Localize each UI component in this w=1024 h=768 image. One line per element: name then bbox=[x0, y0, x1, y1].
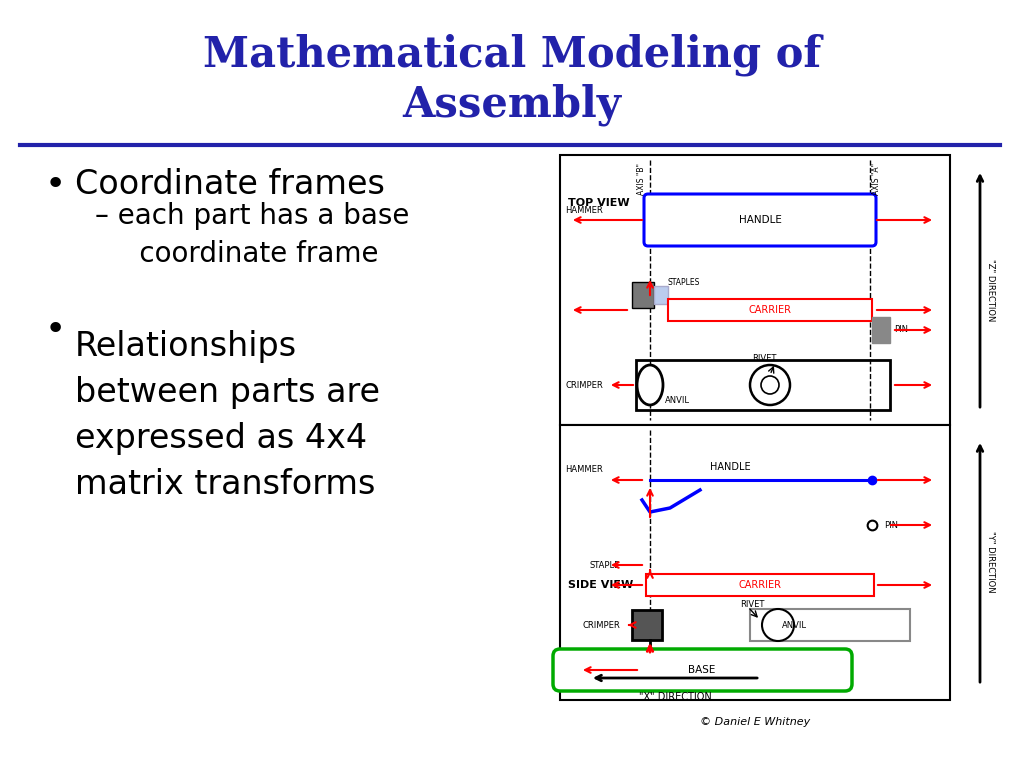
Text: PIN: PIN bbox=[894, 326, 908, 335]
Text: AXIS "B": AXIS "B" bbox=[637, 163, 646, 195]
Bar bbox=[636, 360, 890, 410]
Text: Coordinate frames: Coordinate frames bbox=[75, 168, 385, 201]
Text: SIDE VIEW: SIDE VIEW bbox=[568, 580, 633, 590]
FancyBboxPatch shape bbox=[644, 194, 876, 246]
Text: HAMMER: HAMMER bbox=[565, 206, 603, 215]
Text: RIVET: RIVET bbox=[740, 600, 764, 609]
Text: STAPLE: STAPLE bbox=[590, 561, 620, 570]
Bar bbox=[646, 574, 874, 596]
Text: CARRIER: CARRIER bbox=[749, 305, 792, 315]
Text: "Z" DIRECTION: "Z" DIRECTION bbox=[986, 259, 995, 321]
Text: ANVIL: ANVIL bbox=[665, 396, 690, 405]
Bar bbox=[632, 610, 662, 640]
Text: BASE: BASE bbox=[688, 665, 716, 675]
Text: © Daniel E Whitney: © Daniel E Whitney bbox=[699, 717, 810, 727]
Bar bbox=[668, 299, 872, 321]
Text: AXIS "A": AXIS "A" bbox=[872, 163, 881, 195]
Text: Assembly: Assembly bbox=[402, 84, 622, 126]
Bar bbox=[632, 282, 654, 308]
Text: ANVIL: ANVIL bbox=[782, 621, 807, 630]
Circle shape bbox=[762, 609, 794, 641]
Text: Relationships
between parts are
expressed as 4x4
matrix transforms: Relationships between parts are expresse… bbox=[75, 330, 380, 501]
Text: "X" DIRECTION: "X" DIRECTION bbox=[639, 692, 712, 702]
Text: •: • bbox=[45, 313, 67, 347]
Text: CARRIER: CARRIER bbox=[738, 580, 781, 590]
Text: PIN: PIN bbox=[884, 521, 898, 529]
Text: STAPLES: STAPLES bbox=[668, 278, 700, 287]
Text: "Y" DIRECTION: "Y" DIRECTION bbox=[986, 531, 995, 593]
Text: CRIMPER: CRIMPER bbox=[583, 621, 620, 630]
Bar bbox=[872, 317, 890, 343]
Text: •: • bbox=[45, 168, 67, 202]
FancyBboxPatch shape bbox=[553, 649, 852, 691]
Bar bbox=[654, 286, 668, 304]
Text: HANDLE: HANDLE bbox=[710, 462, 751, 472]
Text: HANDLE: HANDLE bbox=[738, 215, 781, 225]
Text: Mathematical Modeling of: Mathematical Modeling of bbox=[203, 34, 821, 76]
Ellipse shape bbox=[637, 365, 663, 405]
Bar bbox=[750, 609, 910, 641]
Bar bbox=[560, 425, 950, 700]
Circle shape bbox=[750, 365, 790, 405]
Text: – each part has a base
     coordinate frame: – each part has a base coordinate frame bbox=[95, 201, 410, 269]
Text: RIVET: RIVET bbox=[752, 354, 776, 363]
Text: TOP VIEW: TOP VIEW bbox=[568, 198, 630, 208]
Text: CRIMPER: CRIMPER bbox=[565, 380, 603, 389]
Text: HAMMER: HAMMER bbox=[565, 465, 603, 475]
Circle shape bbox=[761, 376, 779, 394]
Bar bbox=[560, 155, 950, 425]
